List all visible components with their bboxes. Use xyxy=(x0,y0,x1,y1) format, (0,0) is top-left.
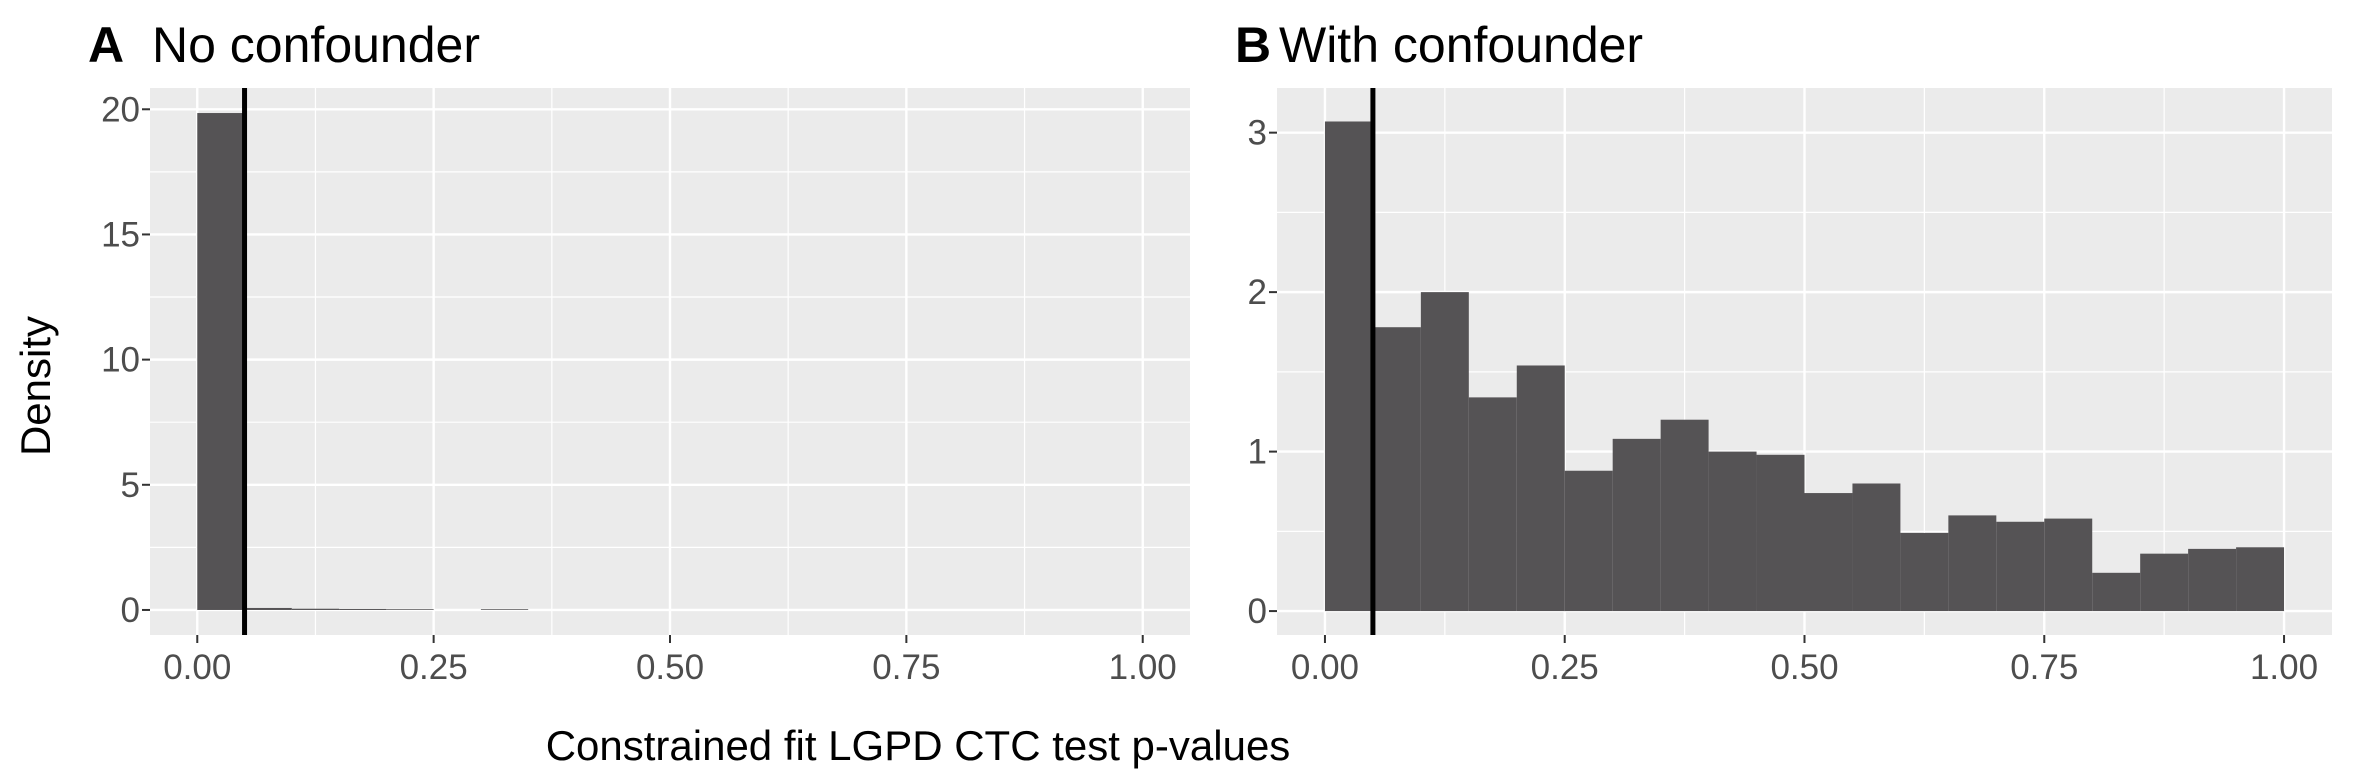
panel-b-histogram-bar xyxy=(2140,554,2188,611)
panel-b-histogram-bar xyxy=(2092,573,2140,611)
panel-a-title: No confounder xyxy=(152,17,480,73)
panel-b-histogram-bar xyxy=(1900,533,1948,611)
panel-a-histogram-bar xyxy=(245,608,292,610)
panel-a-y-tick-label: 15 xyxy=(101,215,140,254)
panel-b-histogram-bar xyxy=(1373,327,1421,611)
x-axis-title: Constrained fit LGPD CTC test p-values xyxy=(546,722,1291,769)
panel-b-histogram-bar xyxy=(1421,292,1469,611)
panel-b-histogram-bar xyxy=(1996,522,2044,611)
panel-a: A No confounder 0.00 0.25 0.50 0.75 1.00 0 5 10… xyxy=(88,17,1190,687)
panel-a-histogram-bar xyxy=(292,609,339,610)
panel-b-histogram-bar xyxy=(1325,121,1373,611)
panel-b-x-tick-label: 0.50 xyxy=(1770,648,1838,687)
panel-b-histogram-bar xyxy=(2236,547,2284,611)
panel-b-histogram-bar xyxy=(1661,420,1709,611)
panel-b: B With confounder 0.00 0.25 0.50 0.75 1.00 0 1… xyxy=(1235,17,2332,687)
panel-b-y-tick-label: 2 xyxy=(1248,273,1267,312)
panel-b-y-tick-label: 1 xyxy=(1248,433,1267,472)
panel-b-histogram-bar xyxy=(1517,365,1565,611)
panel-b-x-tick-label: 1.00 xyxy=(2250,648,2318,687)
panel-a-x-tick-label: 1.00 xyxy=(1109,648,1177,687)
panel-b-x-tick-label: 0.00 xyxy=(1291,648,1359,687)
panel-a-x-tick-label: 0.00 xyxy=(163,648,231,687)
panel-a-x-tick-label: 0.50 xyxy=(636,648,704,687)
panel-a-y-tick-label: 20 xyxy=(101,90,140,129)
panel-b-histogram-bar xyxy=(1757,455,1805,611)
panel-a-histogram-bar xyxy=(481,609,528,610)
panel-b-histogram-bar xyxy=(1805,493,1853,611)
panel-a-y-tick-label: 5 xyxy=(121,466,140,505)
panel-b-title: With confounder xyxy=(1279,17,1643,73)
panel-b-x-tick-label: 0.25 xyxy=(1531,648,1599,687)
panel-b-histogram-bar xyxy=(1948,515,1996,611)
panel-a-y-tick-label: 10 xyxy=(101,341,140,380)
panel-a-y-tick-label: 0 xyxy=(121,591,140,630)
panel-b-histogram-bar xyxy=(1613,439,1661,611)
panel-a-histogram-bar xyxy=(386,609,433,610)
panel-b-histogram-bar xyxy=(2188,549,2236,611)
panel-b-histogram-bar xyxy=(1852,483,1900,611)
panel-b-histogram-bar xyxy=(2044,519,2092,611)
panel-a-histogram-bar xyxy=(197,113,244,610)
panel-a-x-tick-label: 0.75 xyxy=(872,648,940,687)
panel-b-histogram-bar xyxy=(1469,397,1517,611)
panel-b-tag: B xyxy=(1235,17,1271,73)
panel-b-histogram-bar xyxy=(1709,452,1757,611)
panel-b-y-tick-label: 0 xyxy=(1248,592,1267,631)
y-axis-title: Density xyxy=(12,316,59,456)
panel-b-histogram-bar xyxy=(1565,471,1613,611)
panel-b-x-tick-label: 0.75 xyxy=(2010,648,2078,687)
panel-b-y-tick-label: 3 xyxy=(1248,114,1267,153)
panel-a-histogram-bar xyxy=(339,609,386,610)
panel-a-x-tick-label: 0.25 xyxy=(400,648,468,687)
panel-a-tag: A xyxy=(88,17,124,73)
